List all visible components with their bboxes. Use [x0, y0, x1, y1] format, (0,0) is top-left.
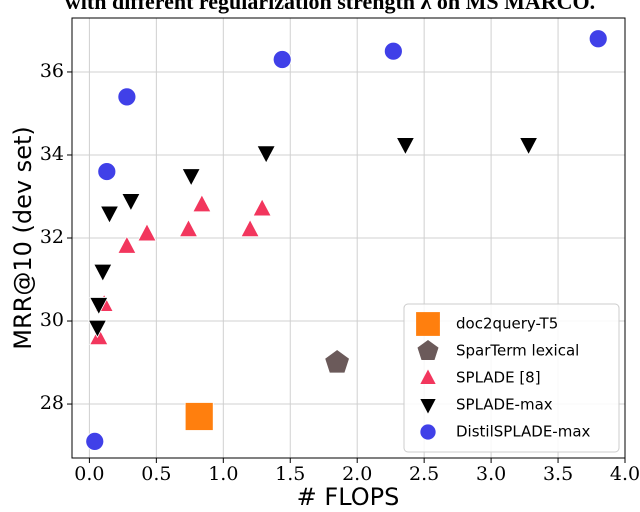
point: [252, 198, 272, 217]
y-tick-label: 32: [40, 226, 64, 248]
y-tick-label: 34: [40, 143, 64, 165]
point: [117, 87, 137, 107]
legend-marker: [416, 312, 440, 336]
point: [588, 29, 608, 49]
legend-label: doc2query-T5: [456, 315, 558, 333]
x-tick-label: 4.0: [610, 463, 640, 485]
x-tick-label: 2.0: [342, 463, 372, 485]
x-tick-label: 3.5: [543, 463, 573, 485]
point: [117, 235, 137, 254]
legend-box: [403, 303, 620, 453]
legend-marker: [417, 339, 439, 360]
point: [256, 145, 276, 164]
point: [395, 137, 416, 156]
x-tick-label: 2.5: [409, 463, 439, 485]
legend-marker: [420, 424, 436, 440]
plot-frame: [71, 17, 626, 459]
y-tick-label: 28: [40, 392, 64, 414]
point: [184, 402, 214, 431]
chart-title: with different regularization strength λ…: [65, 0, 595, 14]
point: [324, 349, 350, 374]
point: [85, 431, 105, 451]
legend-marker: [420, 369, 436, 384]
point: [137, 222, 157, 242]
point: [89, 297, 109, 316]
y-tick-label: 30: [40, 309, 64, 331]
point: [383, 41, 403, 61]
point: [97, 162, 117, 181]
point: [192, 193, 212, 213]
legend-label: DistilSPLADE-max: [456, 423, 591, 441]
x-tick-label: 0.5: [141, 463, 171, 485]
x-axis-label: # FLOPS: [297, 483, 400, 511]
y-tick-label: 36: [40, 60, 64, 82]
x-tick-label: 1.5: [275, 463, 305, 485]
point: [272, 50, 292, 69]
point: [87, 319, 108, 339]
y-axis-label: MRR@10 (dev set): [9, 126, 37, 349]
x-tick-label: 0.0: [74, 463, 104, 485]
point: [518, 137, 539, 156]
point: [99, 205, 120, 224]
x-tick-label: 1.0: [208, 463, 238, 485]
point: [178, 218, 199, 238]
legend-label: SparTerm lexical: [456, 342, 579, 360]
x-tick-label: 3.0: [476, 463, 506, 485]
point: [93, 263, 113, 283]
point: [89, 326, 109, 346]
legend-label: SPLADE [8]: [456, 369, 541, 387]
legend-marker: [420, 399, 436, 414]
legend-label: SPLADE-max: [456, 396, 553, 414]
point: [240, 218, 260, 238]
point: [121, 193, 141, 212]
point: [181, 168, 201, 187]
